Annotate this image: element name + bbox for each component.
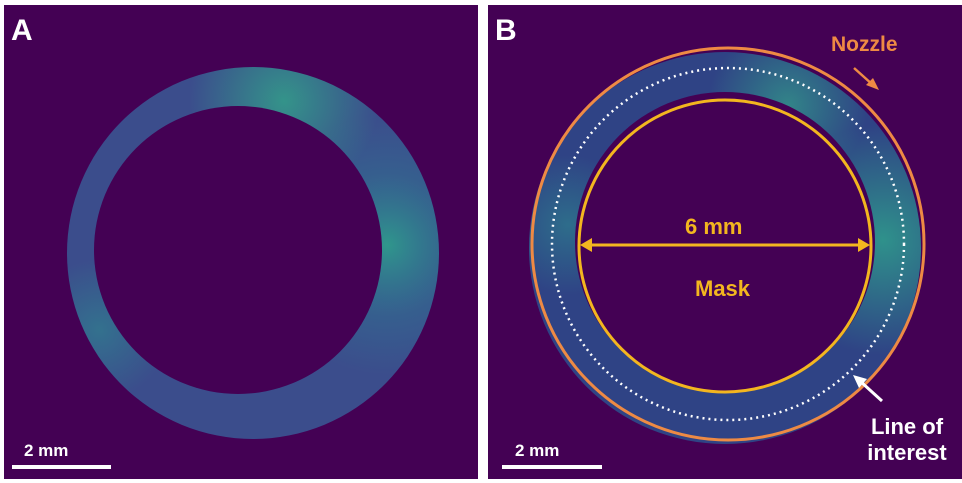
panel-b-letter: B [495,14,517,47]
line-of-interest-circle [550,66,906,422]
panel-a-image [4,5,478,479]
panel-a-letter: A [11,14,33,47]
line-of-interest-label: Line of interest [867,414,947,465]
nozzle-circle [530,46,926,442]
mask-label: Mask [695,276,751,301]
panel-b-ring [488,5,962,479]
scale-bar-b [502,465,602,469]
mask-circle [577,98,873,394]
panel-b: B Nozzle 6 mm Mask Line of interest 2 mm [488,5,962,479]
nozzle-pointer-arrow [853,67,879,90]
panel-a: A 2 mm [4,5,478,479]
panel-a-ring [4,5,478,479]
dimension-arrow [580,238,870,252]
scale-bar-label-a: 2 mm [24,441,69,460]
scale-bar-label-b: 2 mm [515,441,560,460]
line-of-interest-pointer-arrow [853,375,884,403]
nozzle-label: Nozzle [831,33,898,56]
scale-bar-a [12,465,111,469]
panel-b-image [488,5,962,479]
dimension-label: 6 mm [685,214,743,239]
